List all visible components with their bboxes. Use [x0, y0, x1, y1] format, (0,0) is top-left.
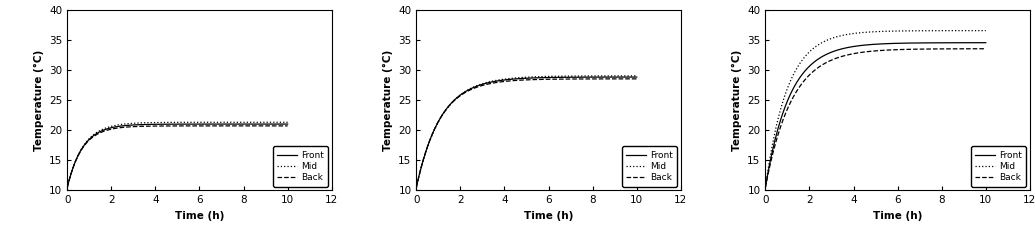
Y-axis label: Temperature (°C): Temperature (°C) — [33, 49, 43, 151]
X-axis label: Time (h): Time (h) — [873, 211, 922, 221]
Legend: Front, Mid, Back: Front, Mid, Back — [971, 146, 1027, 187]
Legend: Front, Mid, Back: Front, Mid, Back — [622, 146, 677, 187]
Y-axis label: Temperature (°C): Temperature (°C) — [383, 49, 392, 151]
X-axis label: Time (h): Time (h) — [524, 211, 573, 221]
Legend: Front, Mid, Back: Front, Mid, Back — [273, 146, 328, 187]
Y-axis label: Temperature (°C): Temperature (°C) — [732, 49, 742, 151]
X-axis label: Time (h): Time (h) — [175, 211, 225, 221]
